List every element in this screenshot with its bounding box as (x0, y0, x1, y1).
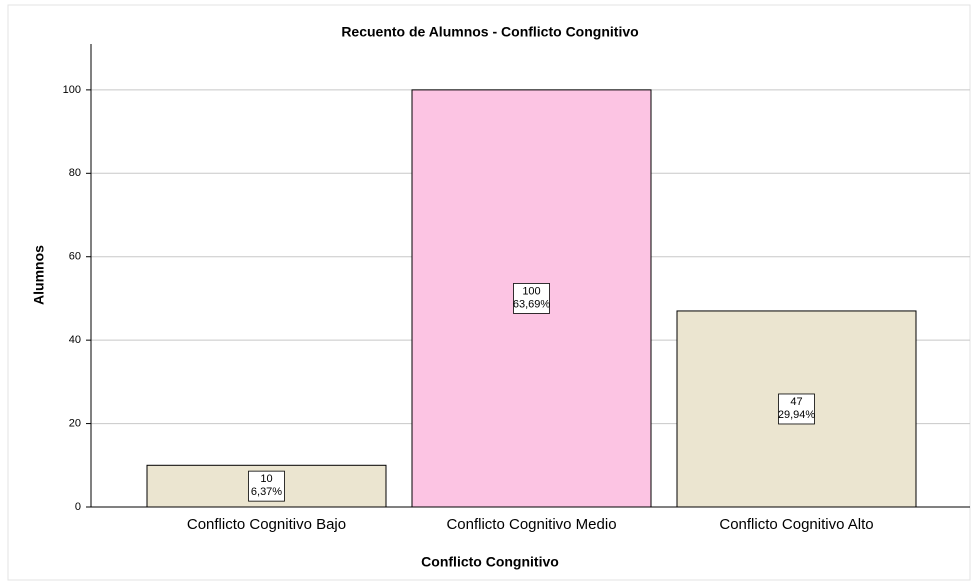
x-tick-label: Conflicto Cognitivo Medio (446, 516, 616, 533)
x-axis-label: Conflicto Congnitivo (421, 554, 559, 570)
data-label-box (778, 393, 815, 425)
data-label-box (248, 470, 285, 502)
percent-label: 29,94% (778, 409, 816, 421)
percent-label: 63,69% (513, 298, 551, 310)
data-label: 10 (260, 473, 272, 485)
y-tick-label: 0 (75, 501, 81, 513)
chart-title: Recuento de Alumnos - Conflicto Congniti… (341, 24, 638, 40)
x-tick-label: Conflicto Cognitivo Bajo (187, 516, 346, 533)
data-label: 100 (522, 285, 540, 297)
y-tick-label: 100 (63, 84, 81, 96)
y-tick-label: 60 (69, 251, 81, 263)
y-axis-label: Alumnos (31, 245, 47, 305)
data-label-box (513, 283, 550, 314)
x-tick-label: Conflicto Cognitivo Alto (719, 516, 873, 533)
data-label: 47 (790, 396, 802, 408)
y-tick-label: 80 (69, 167, 81, 179)
y-tick-label: 20 (69, 417, 81, 429)
percent-label: 6,37% (251, 486, 282, 498)
y-tick-label: 40 (69, 334, 81, 346)
